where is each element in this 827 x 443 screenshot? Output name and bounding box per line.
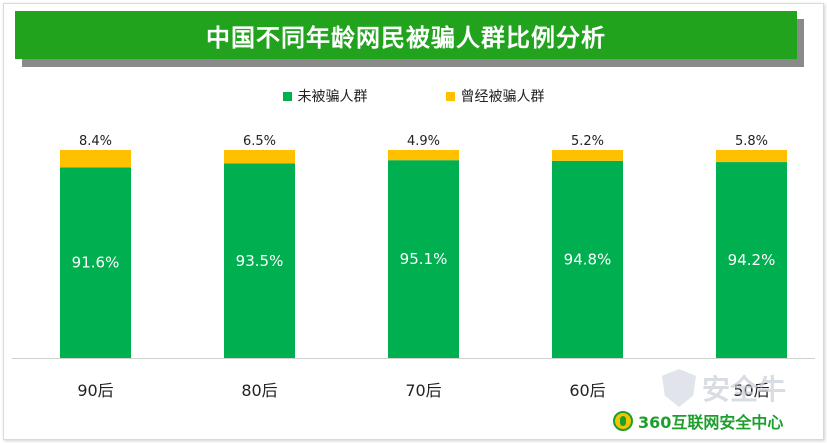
data-label-not-scammed-4: 94.2%: [728, 251, 776, 269]
legend-swatch-not-scammed: [282, 91, 292, 101]
data-label-scammed-4: 5.8%: [735, 134, 768, 149]
data-label-scammed-0: 8.4%: [79, 134, 112, 149]
bar-not-scammed-0: [60, 167, 131, 358]
legend-label-not-scammed: 未被骗人群: [297, 89, 368, 105]
360-logo-icon: [613, 411, 633, 431]
bar-not-scammed-1: [224, 163, 295, 358]
legend-item-not-scammed: 未被骗人群: [282, 86, 368, 106]
shield-icon: [662, 369, 696, 407]
data-label-not-scammed-2: 95.1%: [400, 250, 448, 268]
x-tick-label-2: 70后: [405, 381, 441, 400]
bar-not-scammed-4: [716, 162, 787, 358]
legend-label-scammed: 曾经被骗人群: [460, 89, 545, 105]
data-label-not-scammed-1: 93.5%: [236, 252, 284, 270]
bar-scammed-3: [552, 150, 623, 161]
bar-scammed-2: [388, 150, 459, 161]
brand-text: 360互联网安全中心: [638, 413, 784, 432]
x-tick-label-0: 90后: [77, 381, 113, 400]
legend-item-scammed: 曾经被骗人群: [445, 86, 545, 106]
bar-not-scammed-2: [388, 160, 459, 358]
x-tick-label-4: 50后: [733, 381, 769, 400]
data-label-scammed-1: 6.5%: [243, 134, 276, 149]
data-label-not-scammed-3: 94.8%: [564, 250, 612, 268]
data-label-not-scammed-0: 91.6%: [72, 254, 120, 272]
watermark-text: 安全牛: [702, 373, 787, 406]
bar-scammed-4: [716, 150, 787, 163]
legend-swatch-scammed: [445, 91, 455, 101]
data-label-scammed-3: 5.2%: [571, 134, 604, 149]
bar-not-scammed-3: [552, 160, 623, 358]
chart-title: 中国不同年龄网民被骗人群比例分析: [15, 11, 797, 59]
data-label-scammed-2: 4.9%: [407, 134, 440, 149]
x-tick-label-1: 80后: [241, 381, 277, 400]
watermark: 安全牛: [662, 368, 812, 408]
legend: 未被骗人群 曾经被骗人群: [0, 86, 827, 106]
brand: 360互联网安全中心: [613, 409, 783, 433]
bar-scammed-1: [224, 150, 295, 164]
bar-scammed-0: [60, 150, 131, 168]
x-tick-label-3: 60后: [569, 381, 605, 400]
